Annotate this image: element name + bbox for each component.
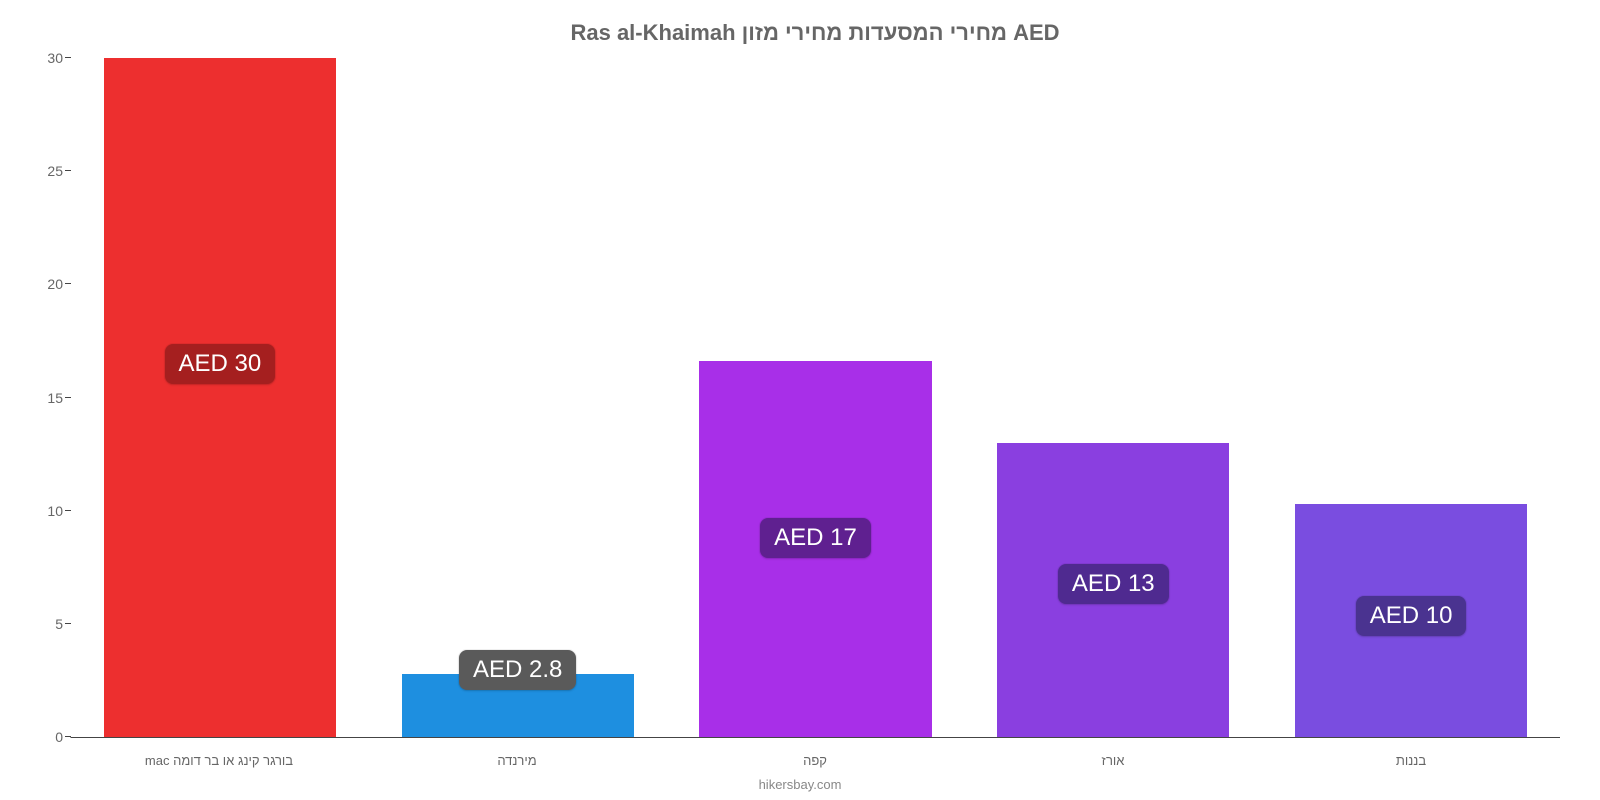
y-tick-mark [65, 57, 71, 58]
bar: AED 30 [104, 58, 336, 737]
x-axis-label: בננות [1262, 753, 1560, 768]
plot-area: AED 30AED 2.8AED 17AED 13AED 10 05101520… [70, 58, 1560, 738]
bar-slot: AED 17 [667, 58, 965, 737]
y-tick-mark [65, 170, 71, 171]
bar: AED 2.8 [402, 674, 634, 737]
y-tick-mark [65, 283, 71, 284]
y-tick-label: 30 [23, 50, 63, 66]
bar-slot: AED 13 [964, 58, 1262, 737]
bar-chart: Ras al-Khaimah מחירי המסעדות מחירי מזון … [0, 0, 1600, 800]
value-badge: AED 2.8 [459, 650, 576, 690]
bar: AED 13 [997, 443, 1229, 737]
y-tick-mark [65, 510, 71, 511]
y-tick-mark [65, 736, 71, 737]
x-axis-label: אורז [964, 753, 1262, 768]
y-tick-label: 15 [23, 390, 63, 406]
y-tick-label: 5 [23, 616, 63, 632]
value-badge: AED 10 [1356, 596, 1467, 636]
chart-caption: hikersbay.com [0, 777, 1600, 792]
bar: AED 17 [699, 361, 931, 737]
x-axis-labels: בורגר קינג או בר דומה macמירנדהקפהאורזבנ… [70, 753, 1560, 768]
chart-title: Ras al-Khaimah מחירי המסעדות מחירי מזון … [70, 20, 1560, 46]
value-badge: AED 17 [760, 518, 871, 558]
bars-container: AED 30 AED 2.8 AED 17 AED 13 AED 10 [71, 58, 1560, 737]
x-axis-label: מירנדה [368, 753, 666, 768]
y-tick-mark [65, 397, 71, 398]
value-badge: AED 13 [1058, 564, 1169, 604]
bar-slot: AED 2.8 [369, 58, 667, 737]
x-axis-label: בורגר קינג או בר דומה mac [70, 753, 368, 768]
y-tick-label: 25 [23, 163, 63, 179]
y-tick-label: 10 [23, 503, 63, 519]
bar-slot: AED 10 [1262, 58, 1560, 737]
x-axis-label: קפה [666, 753, 964, 768]
y-tick-label: 0 [23, 729, 63, 745]
bar-slot: AED 30 [71, 58, 369, 737]
y-tick-label: 20 [23, 276, 63, 292]
value-badge: AED 30 [165, 344, 276, 384]
y-tick-mark [65, 623, 71, 624]
bar: AED 10 [1295, 504, 1527, 737]
